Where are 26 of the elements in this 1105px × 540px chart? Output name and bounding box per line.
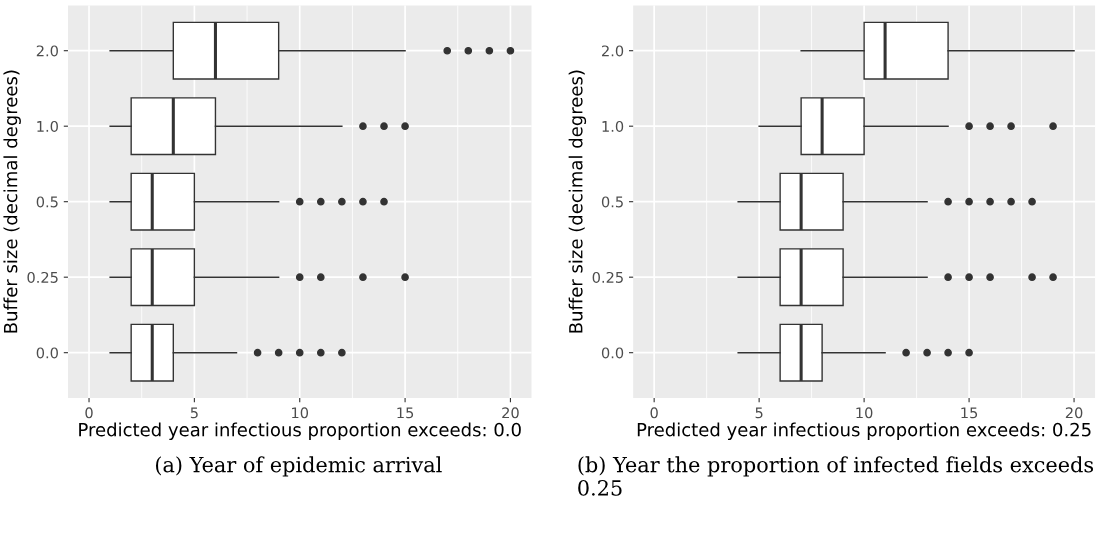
y-axis-title: Buffer size (decimal degrees) xyxy=(568,70,587,333)
y-tick-label: 0.25 xyxy=(27,271,58,283)
x-tick-label: 5 xyxy=(190,407,198,419)
y-tick-label: 0.0 xyxy=(36,347,58,359)
x-axis-title: Predicted year infectious proportion exceeds: 0.25 xyxy=(637,422,1091,440)
y-tick-label: 1.0 xyxy=(37,120,58,132)
y-axis-title: Buffer size (decimal degrees) xyxy=(3,70,21,333)
y-tick-label: 2.0 xyxy=(36,45,58,57)
x-tick-label: 15 xyxy=(961,407,978,419)
x-tick-label: 20 xyxy=(502,407,519,419)
y-tick-label: 0.5 xyxy=(36,196,58,208)
x-tick-label: 20 xyxy=(1065,407,1083,419)
x-tick-label: 0 xyxy=(650,407,658,419)
y-tick-label: 2.0 xyxy=(602,45,624,57)
y-tick-label: 0.5 xyxy=(601,196,623,208)
text: (b) Year the proportion of infected fields exceeds 0.25 xyxy=(578,456,1094,496)
y-tick-label: 0.25 xyxy=(592,271,623,283)
y-tick-label: 1.0 xyxy=(602,120,624,132)
x-tick-label: 5 xyxy=(755,407,763,419)
x-tick-label: 15 xyxy=(397,407,414,419)
x-axis-title: Predicted year infectious proportion exceeds: 0.0 xyxy=(79,422,521,440)
y-tick-label: 0.0 xyxy=(601,347,624,359)
x-tick-label: 0 xyxy=(85,407,93,419)
x-tick-label: 10 xyxy=(856,407,873,419)
x-tick-label: 10 xyxy=(292,407,309,419)
text: (a) Year of epidemic arrival xyxy=(156,456,442,477)
